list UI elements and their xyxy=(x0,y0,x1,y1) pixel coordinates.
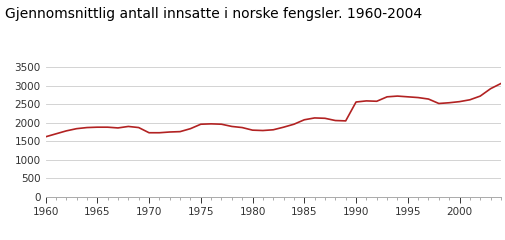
Text: Gjennomsnittlig antall innsatte i norske fengsler. 1960-2004: Gjennomsnittlig antall innsatte i norske… xyxy=(5,7,421,21)
